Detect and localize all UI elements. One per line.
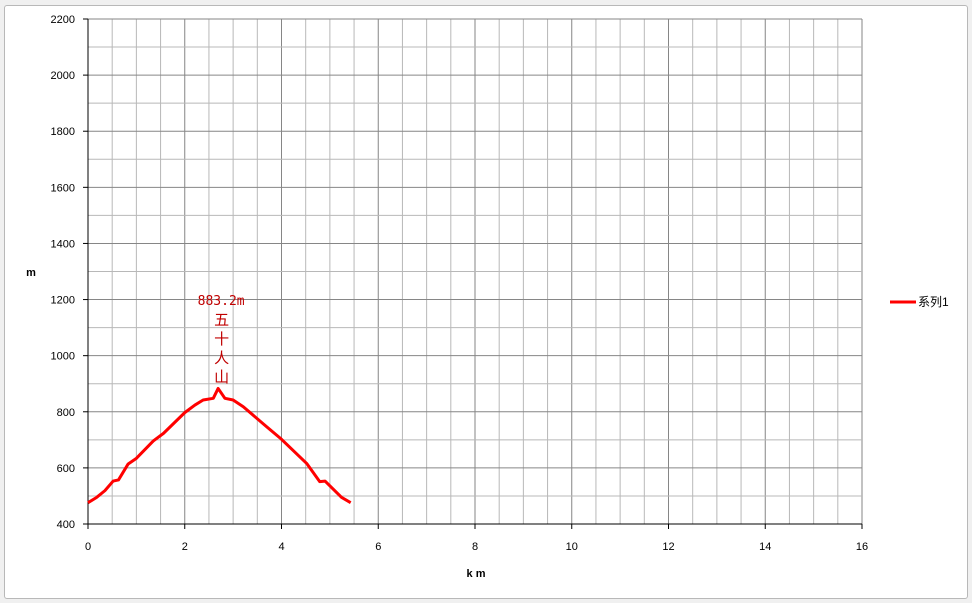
series-line xyxy=(87,386,352,504)
tick-labels: 400 600 800 1000 1200 1400 1600 1800 2000 2200 0 2 4… xyxy=(51,14,869,553)
y-axis-label: m xyxy=(26,267,36,279)
y-tick-label: 1200 xyxy=(51,295,75,307)
series-lines xyxy=(87,386,352,504)
x-tick-label: 4 xyxy=(278,541,284,553)
legend-label: 系列1 xyxy=(918,295,949,309)
y-tick-label: 2200 xyxy=(51,14,75,26)
x-tick-label: 16 xyxy=(856,541,868,553)
y-tick-label: 800 xyxy=(57,407,75,419)
x-tick-label: 2 xyxy=(182,541,188,553)
x-tick-label: 12 xyxy=(662,541,674,553)
chart-window xyxy=(4,5,968,599)
x-tick-label: 8 xyxy=(472,541,478,553)
annotations: 883.2m xyxy=(198,294,245,309)
y-tick-label: 400 xyxy=(57,519,75,531)
peak-name-label: 五十人山 xyxy=(212,312,231,388)
x-tick-label: 10 xyxy=(566,541,578,553)
y-tick-label: 2000 xyxy=(51,70,75,82)
x-tick-label: 0 xyxy=(85,541,91,553)
y-tick-label: 1000 xyxy=(51,351,75,363)
y-tick-label: 1600 xyxy=(51,182,75,194)
gridlines xyxy=(83,18,863,529)
y-tick-label: 1800 xyxy=(51,126,75,138)
x-tick-label: 14 xyxy=(759,541,771,553)
x-axis-label: k m xyxy=(467,568,486,580)
peak-elevation-label: 883.2m xyxy=(198,294,245,309)
y-tick-label: 1400 xyxy=(51,238,75,250)
legend: 系列1 xyxy=(890,295,949,309)
y-tick-label: 600 xyxy=(57,463,75,475)
x-tick-label: 6 xyxy=(375,541,381,553)
